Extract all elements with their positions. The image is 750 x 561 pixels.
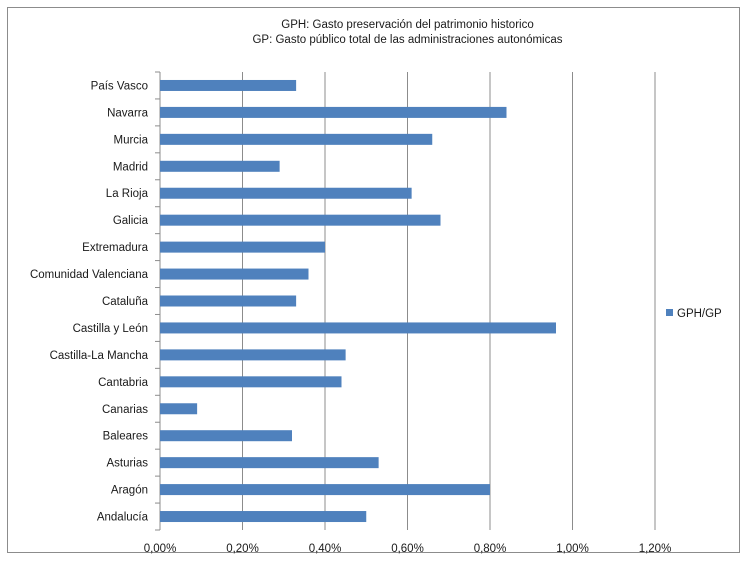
category-label: Madrid: [113, 161, 148, 173]
x-tick-label: 1,00%: [556, 543, 589, 555]
legend-swatch: [666, 309, 673, 316]
category-label: Baleares: [103, 431, 149, 443]
category-label: Extremadura: [82, 242, 148, 254]
x-tick-label: 0,20%: [226, 543, 259, 555]
category-label: Canarias: [102, 404, 148, 416]
x-tick-label: 1,20%: [639, 543, 672, 555]
chart-subtitle: GP: Gasto público total de las administr…: [252, 34, 563, 46]
bar: [160, 457, 379, 469]
category-label: Cataluña: [102, 296, 149, 308]
x-tick-label: 0,60%: [391, 543, 424, 555]
bar: [160, 349, 346, 361]
x-tick-label: 0,00%: [144, 543, 177, 555]
category-label: Cantabria: [98, 377, 148, 389]
bar: [160, 295, 297, 307]
chart-title: GPH: Gasto preservación del patrimonio h…: [281, 19, 534, 31]
bar: [160, 106, 507, 118]
bar: [160, 322, 556, 334]
category-label: Asturias: [106, 458, 148, 470]
legend-label: GPH/GP: [677, 308, 722, 320]
bar: [160, 403, 198, 415]
bar: [160, 430, 292, 442]
bar: [160, 214, 441, 226]
category-label: Castilla y León: [73, 323, 148, 335]
bar: [160, 160, 280, 172]
bar: [160, 484, 490, 496]
x-tick-label: 0,40%: [309, 543, 342, 555]
category-label: Galicia: [113, 215, 149, 227]
bar: [160, 511, 367, 523]
category-label: Aragón: [111, 485, 148, 497]
category-label: Castilla-La Mancha: [50, 350, 149, 362]
bar: [160, 79, 297, 91]
category-label: Navarra: [107, 107, 149, 119]
category-label: Murcia: [113, 134, 148, 146]
category-label: Comunidad Valenciana: [30, 269, 149, 281]
bar: [160, 133, 433, 145]
bar: [160, 268, 309, 280]
bar: [160, 241, 325, 253]
bar: [160, 376, 342, 388]
bar: [160, 187, 412, 199]
category-label: País Vasco: [91, 80, 148, 92]
category-label: La Rioja: [106, 188, 149, 200]
x-tick-label: 0,80%: [474, 543, 507, 555]
category-label: Andalucía: [97, 512, 149, 524]
